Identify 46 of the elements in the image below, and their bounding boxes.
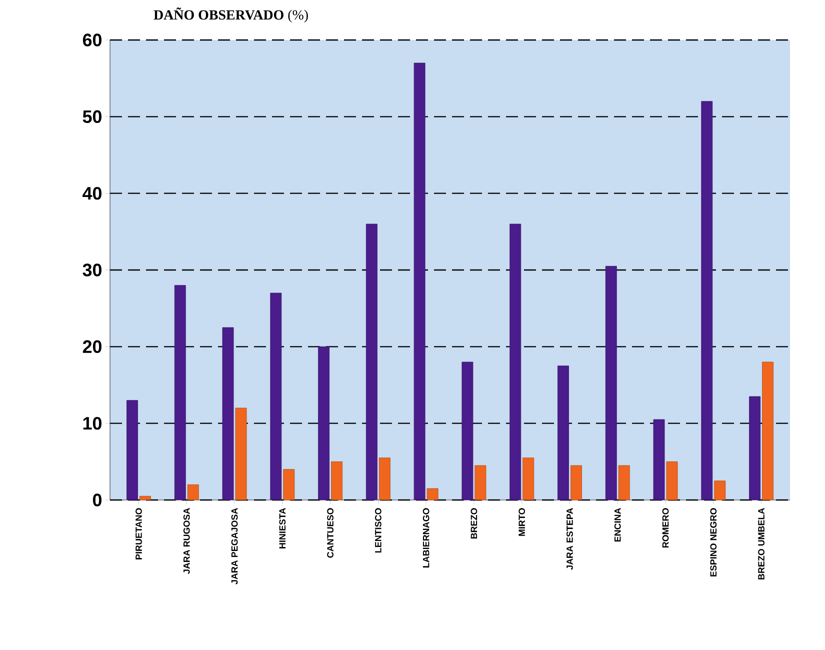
x-tick-label: ROMERO <box>662 508 669 548</box>
x-tick-label: ENCINA <box>614 508 621 542</box>
x-tick-label: JARA PEGAJOSA <box>231 508 238 584</box>
bar <box>749 396 760 500</box>
bar <box>462 362 474 500</box>
x-tick-label: HINIESTA <box>279 508 286 548</box>
x-tick-label: LENTISCO <box>374 508 382 553</box>
bar <box>283 469 295 500</box>
chart-title: DAÑO OBSERVADO (%) <box>154 8 308 22</box>
bar <box>187 484 199 500</box>
bar <box>762 362 774 500</box>
bar <box>331 461 342 500</box>
bar <box>558 366 569 500</box>
x-tick-label: CANTUESO <box>327 508 334 558</box>
y-tick-label: 30 <box>82 264 102 276</box>
x-tick-label: BREZO UMBELA <box>758 508 764 580</box>
bar <box>318 346 330 500</box>
x-tick-label: MIRTO <box>518 508 526 536</box>
bar <box>605 266 617 500</box>
bar <box>653 419 665 500</box>
bar <box>570 465 582 500</box>
bar <box>222 327 234 500</box>
x-tick-label: PIRUETANO <box>136 508 142 560</box>
bar <box>378 458 390 500</box>
bar <box>366 224 378 500</box>
bar <box>714 480 726 500</box>
bar <box>618 465 630 500</box>
bar <box>126 400 138 500</box>
x-tick-label: JARA RUGOSA <box>183 508 190 574</box>
y-tick-label: 40 <box>82 186 102 200</box>
bar <box>522 458 534 500</box>
y-tick-label: 0 <box>92 494 102 506</box>
y-tick-label: 20 <box>82 340 102 354</box>
y-tick-label: 60 <box>82 34 102 46</box>
x-tick-label: JARA ESTEPA <box>566 508 573 570</box>
bar <box>510 224 522 500</box>
bar <box>174 285 186 500</box>
bar <box>235 408 247 500</box>
y-tick-label: 50 <box>82 110 102 124</box>
x-tick-label: ESPINO NEGRO <box>710 508 717 576</box>
bar <box>414 62 426 500</box>
y-tick-label: 10 <box>83 416 102 430</box>
x-tick-label: BREZO <box>470 508 478 539</box>
bar <box>270 292 282 500</box>
bar <box>701 101 713 500</box>
x-tick-label: LABIERNAGO <box>422 508 430 568</box>
